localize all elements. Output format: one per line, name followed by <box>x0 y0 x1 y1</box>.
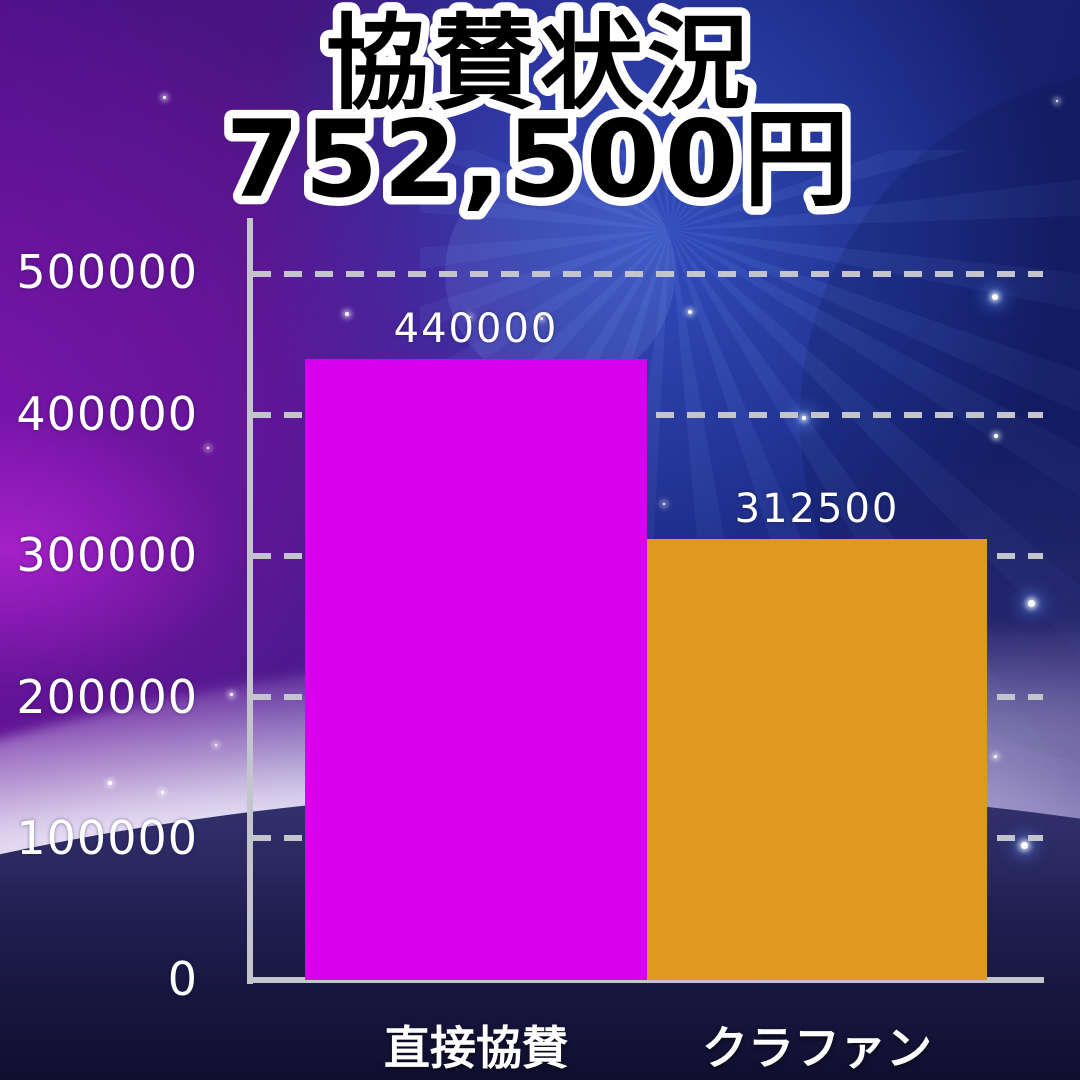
ytick-label: 0 <box>167 952 198 1006</box>
star-icon <box>994 755 997 758</box>
star-icon <box>688 310 692 314</box>
total-amount: 752,500円 <box>226 98 855 221</box>
star-icon <box>802 416 806 420</box>
star-icon <box>663 503 665 505</box>
xtick-label-direct: 直接協賛 <box>384 1021 568 1075</box>
star-icon <box>230 693 233 696</box>
x-axis-line <box>247 977 1044 983</box>
star-icon <box>108 781 112 785</box>
xtick-label-crowdfunding: クラファン <box>702 1021 932 1075</box>
gridline-400000 <box>253 412 1043 418</box>
star-icon <box>469 316 471 318</box>
ytick-label: 500000 <box>16 245 198 299</box>
star-icon <box>215 744 217 746</box>
y-axis-line <box>247 218 253 984</box>
ytick-label: 300000 <box>16 528 198 582</box>
bar-direct-sponsorship <box>305 359 647 980</box>
star-icon <box>163 96 166 99</box>
star-icon <box>992 294 998 300</box>
bar-value-label: 312500 <box>734 486 900 532</box>
page-title: 協賛状況 <box>326 4 754 124</box>
star-icon <box>1028 600 1035 607</box>
star-icon <box>1021 842 1028 849</box>
star-icon <box>207 447 209 449</box>
bar-crowdfunding <box>647 539 987 980</box>
bar-value-label: 440000 <box>393 306 559 352</box>
ytick-label: 200000 <box>16 670 198 724</box>
star-icon <box>345 312 349 316</box>
star-icon <box>1056 100 1058 102</box>
ytick-label: 100000 <box>16 811 198 865</box>
star-icon <box>161 791 164 794</box>
gridline-500000 <box>253 271 1043 277</box>
star-icon <box>540 317 543 320</box>
bar-column-direct: 440000 <box>305 218 647 980</box>
ytick-label: 400000 <box>16 387 198 441</box>
bar-column-crowdfunding: 312500 <box>647 218 987 980</box>
star-icon <box>994 434 998 438</box>
title-block: 協賛状況 752,500円 <box>217 0 858 230</box>
